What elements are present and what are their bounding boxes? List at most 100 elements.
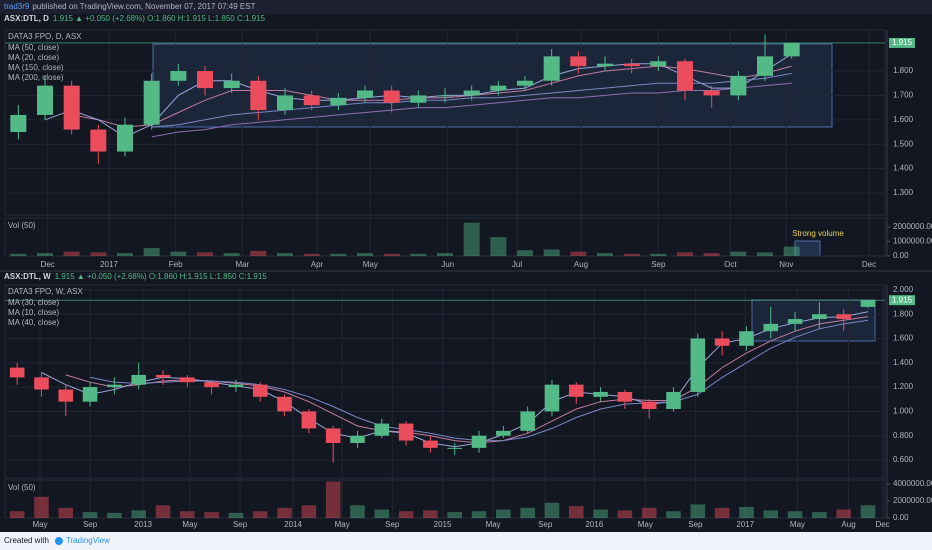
candle-body: [666, 391, 681, 409]
last-price-box: [889, 295, 915, 306]
candle-body: [496, 430, 511, 436]
candle-body: [690, 338, 706, 392]
volume-bar: [143, 248, 160, 256]
x-tick-label: May: [486, 520, 501, 529]
y-tick-label: 1.400: [893, 164, 914, 173]
x-tick-label: May: [182, 520, 197, 529]
volume-bar: [357, 253, 373, 256]
symbol: ASX:DTL, W: [4, 272, 51, 281]
candle-body: [714, 338, 730, 346]
candle-body: [325, 428, 341, 443]
legend-title: DATA3 FPO, D, ASX: [8, 32, 82, 41]
candle-body: [58, 389, 74, 402]
candle-body: [447, 447, 463, 449]
volume-bar: [58, 507, 74, 518]
author[interactable]: trad3r9: [4, 2, 30, 11]
volume-bar: [597, 253, 613, 256]
y-tick-label: 1.400: [893, 358, 914, 367]
candle-body: [410, 95, 427, 103]
x-tick-label: May: [363, 260, 378, 269]
volume-bar: [757, 252, 773, 256]
ma-line: [71, 65, 792, 128]
x-tick-label: Aug: [574, 260, 588, 269]
candle-body: [739, 331, 754, 346]
candle-body: [250, 80, 267, 111]
candle-body: [223, 80, 240, 89]
volume-bar: [690, 504, 706, 518]
volume-bar: [423, 510, 438, 518]
x-tick-label: 2013: [134, 520, 152, 529]
candle-body: [117, 124, 133, 152]
y-tick-label: 2.000: [893, 285, 914, 294]
y-tick-label: 1.600: [893, 115, 914, 124]
volume-bar: [398, 511, 414, 518]
candle-body: [10, 114, 27, 133]
legend-entry: MA (200, close): [8, 73, 64, 82]
volume-tick-label: 1000000.00: [893, 237, 932, 246]
x-tick-label: Dec: [41, 260, 55, 269]
volume-bar: [623, 253, 640, 256]
volume-bar: [447, 512, 463, 518]
candle-body: [703, 90, 720, 96]
y-tick-label: 1.000: [893, 407, 914, 416]
candle-body: [490, 85, 507, 91]
price-pane: [4, 284, 886, 479]
x-tick-label: 2017: [736, 520, 754, 529]
candle-body: [252, 384, 268, 397]
legend-entry: MA (30, close): [8, 298, 59, 307]
volume-bar: [325, 481, 341, 518]
volume-bar: [437, 253, 453, 256]
volume-bar: [490, 237, 507, 256]
price-pane: [4, 29, 886, 216]
candle-body: [301, 411, 317, 429]
candle-body: [143, 80, 160, 125]
x-tick-label: May: [638, 520, 653, 529]
candle-body: [277, 396, 292, 412]
volume-bar: [301, 505, 317, 518]
volume-bar: [410, 253, 427, 256]
candle-body: [330, 97, 347, 106]
footer-brand[interactable]: TradingView: [66, 536, 110, 545]
candle-body: [180, 377, 195, 383]
volume-bar: [520, 507, 535, 518]
x-tick-label: Aug: [841, 520, 855, 529]
x-tick-label: Sep: [233, 520, 248, 529]
y-tick-label: 1.200: [893, 382, 914, 391]
volume-bar: [180, 511, 195, 518]
published-note: published on TradingView.com, November 0…: [32, 2, 255, 11]
candle-body: [783, 42, 800, 57]
candle-body: [463, 90, 480, 96]
x-tick-label: Oct: [724, 260, 737, 269]
last-price-label: 1.915: [892, 38, 913, 47]
candle-body: [641, 401, 657, 409]
legend-entry: MA (150, close): [8, 63, 64, 72]
volume-bar: [250, 250, 267, 256]
volume-bar: [517, 250, 533, 256]
volume-tick-label: 4000000.00: [893, 479, 932, 488]
candle-body: [277, 95, 293, 111]
candle-body: [197, 71, 213, 89]
volume-bar: [204, 512, 219, 518]
candle-body: [763, 323, 779, 332]
x-tick-label: Sep: [688, 520, 703, 529]
candle-body: [617, 391, 633, 402]
candle-body: [155, 374, 171, 378]
candle-body: [9, 367, 25, 378]
annotation: Strong volume: [792, 229, 844, 238]
y-tick-label: 0.600: [893, 455, 914, 464]
volume-bar: [170, 251, 187, 256]
volume-bar: [543, 249, 560, 256]
legend-entry: MA (50, close): [8, 43, 59, 52]
candle-body: [623, 63, 640, 67]
candle-body: [107, 384, 122, 388]
volume-title: Vol (50): [8, 221, 36, 230]
candle-body: [82, 387, 98, 402]
volume-bar: [277, 253, 293, 256]
volume-pane: [4, 479, 886, 519]
volume-bar: [330, 253, 347, 256]
volume-bar: [107, 512, 122, 518]
y-tick-label: 1.600: [893, 334, 914, 343]
volume-bar: [82, 512, 98, 518]
volume-bar: [471, 511, 487, 518]
